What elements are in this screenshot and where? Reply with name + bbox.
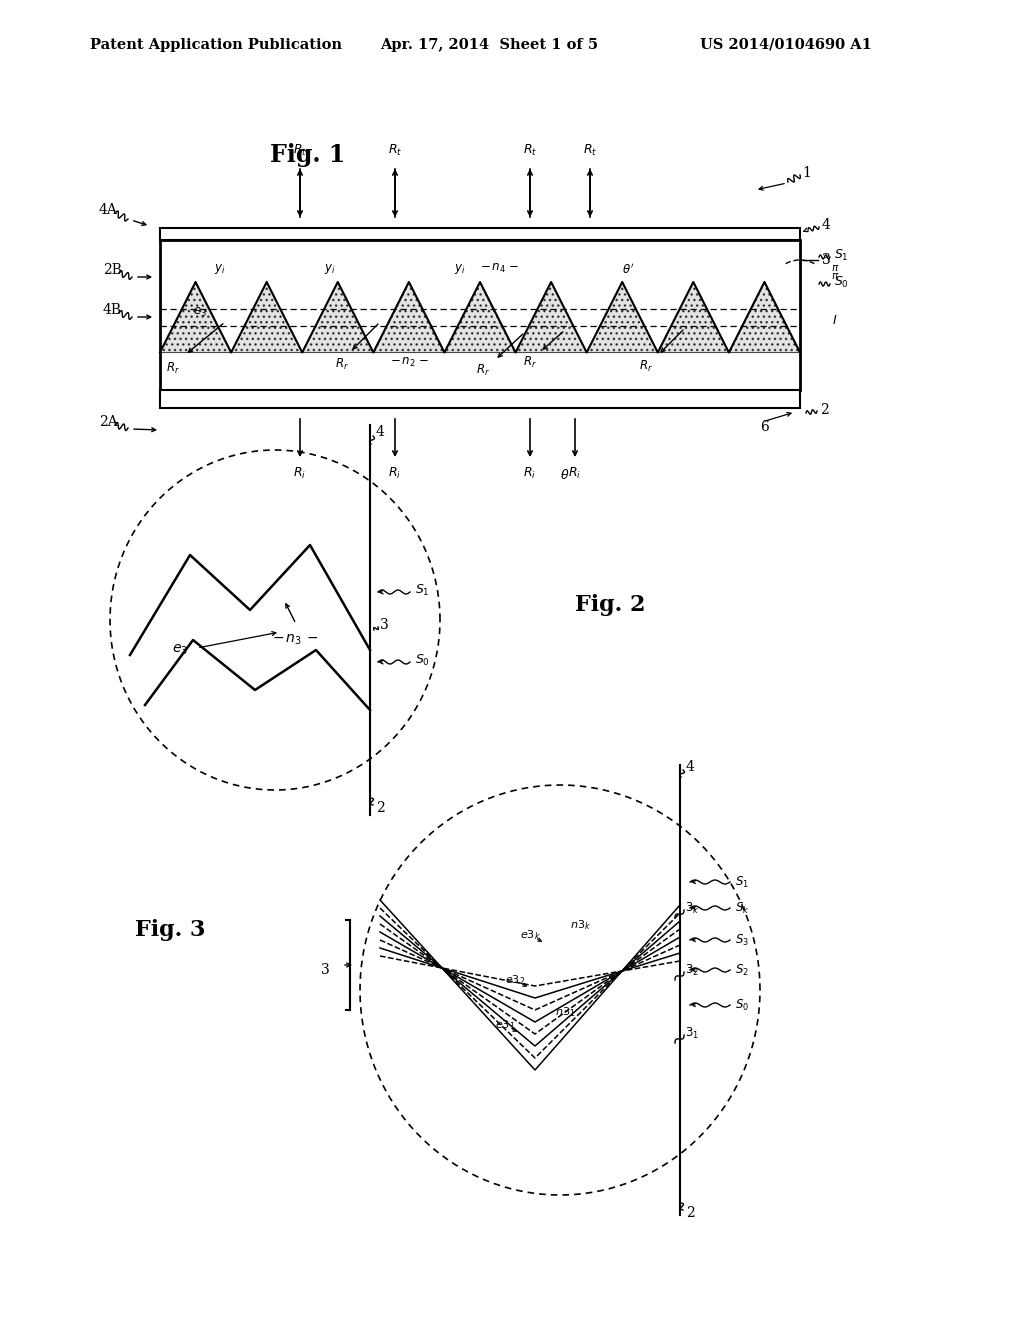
Text: $S_1$: $S_1$ (735, 874, 749, 890)
Text: $n3_1$: $n3_1$ (555, 1005, 575, 1019)
Text: $R_i$: $R_i$ (294, 466, 306, 480)
Text: $S_1$: $S_1$ (415, 582, 430, 598)
Text: $-\,n_3\,-$: $-\,n_3\,-$ (271, 632, 318, 647)
Text: $-\,n_2\,-$: $-\,n_2\,-$ (390, 355, 430, 368)
Text: 2: 2 (376, 801, 385, 814)
Text: 4: 4 (376, 425, 385, 440)
Text: $R_t$: $R_t$ (293, 143, 307, 158)
Text: $R_t$: $R_t$ (523, 143, 538, 158)
Text: $R_i$: $R_i$ (568, 466, 582, 480)
Text: $e3_1$: $e3_1$ (495, 1018, 515, 1032)
Text: 4: 4 (822, 218, 830, 232)
Text: 3: 3 (322, 964, 330, 977)
Text: $R_i$: $R_i$ (523, 466, 537, 480)
Text: 2: 2 (686, 1206, 694, 1220)
Text: $R_r$: $R_r$ (335, 356, 349, 371)
Bar (160, 240, 800, 389)
Text: 2B: 2B (102, 263, 122, 277)
Text: $y_i$: $y_i$ (455, 261, 466, 276)
Text: $\theta'$: $\theta'$ (622, 263, 634, 277)
Text: $S_1$: $S_1$ (834, 247, 849, 263)
Text: $S_2$: $S_2$ (735, 962, 749, 978)
Text: $R_r$: $R_r$ (476, 363, 490, 378)
Text: 2: 2 (820, 403, 828, 417)
Text: $S_0$: $S_0$ (834, 275, 849, 289)
Text: US 2014/0104690 A1: US 2014/0104690 A1 (700, 38, 871, 51)
Text: $3_1$: $3_1$ (685, 1026, 699, 1040)
Text: $3_k$: $3_k$ (685, 900, 699, 916)
Text: $\pi$: $\pi$ (831, 271, 840, 281)
Text: Apr. 17, 2014  Sheet 1 of 5: Apr. 17, 2014 Sheet 1 of 5 (380, 38, 598, 51)
Text: $y_i$: $y_i$ (325, 261, 336, 276)
Text: $\pi$: $\pi$ (831, 263, 840, 273)
Text: $R_t$: $R_t$ (388, 143, 402, 158)
Text: $3_2$: $3_2$ (685, 962, 699, 978)
Bar (160, 389, 800, 408)
Text: $n3_k$: $n3_k$ (569, 919, 591, 932)
Text: $R_i$: $R_i$ (388, 466, 401, 480)
Text: Fig. 1: Fig. 1 (270, 143, 345, 168)
Polygon shape (160, 282, 800, 352)
Text: $e3_k$: $e3_k$ (519, 928, 541, 942)
Text: $S_0$: $S_0$ (735, 998, 750, 1012)
Text: 1: 1 (802, 166, 811, 180)
Text: $e3_2$: $e3_2$ (505, 973, 525, 987)
Text: 4B: 4B (102, 304, 122, 317)
Text: $R_t$: $R_t$ (583, 143, 597, 158)
Text: $y_i$: $y_i$ (214, 261, 225, 276)
Text: 3: 3 (822, 253, 830, 267)
Text: Patent Application Publication: Patent Application Publication (90, 38, 342, 51)
Text: 4A: 4A (98, 203, 118, 216)
Text: $\theta$: $\theta$ (560, 469, 569, 482)
Text: $S_k$: $S_k$ (735, 900, 750, 916)
Text: $e_3$: $e_3$ (194, 306, 207, 319)
Text: $R_r$: $R_r$ (523, 355, 537, 370)
Text: 6: 6 (760, 420, 769, 434)
Text: Fig. 2: Fig. 2 (575, 594, 645, 616)
Text: 3: 3 (380, 618, 389, 632)
Text: $S_0$: $S_0$ (415, 652, 430, 668)
Text: Fig. 3: Fig. 3 (135, 919, 206, 941)
Text: 4: 4 (686, 760, 695, 774)
Text: $I$: $I$ (831, 314, 838, 327)
Bar (160, 228, 800, 240)
Text: $-\,n_4\,-$: $-\,n_4\,-$ (480, 261, 520, 275)
Text: $e_3$: $e_3$ (172, 643, 188, 657)
Text: $R_r$: $R_r$ (166, 360, 180, 376)
Text: 2A: 2A (98, 414, 118, 429)
Text: $S_3$: $S_3$ (735, 932, 749, 948)
Text: $R_r$: $R_r$ (639, 359, 653, 374)
